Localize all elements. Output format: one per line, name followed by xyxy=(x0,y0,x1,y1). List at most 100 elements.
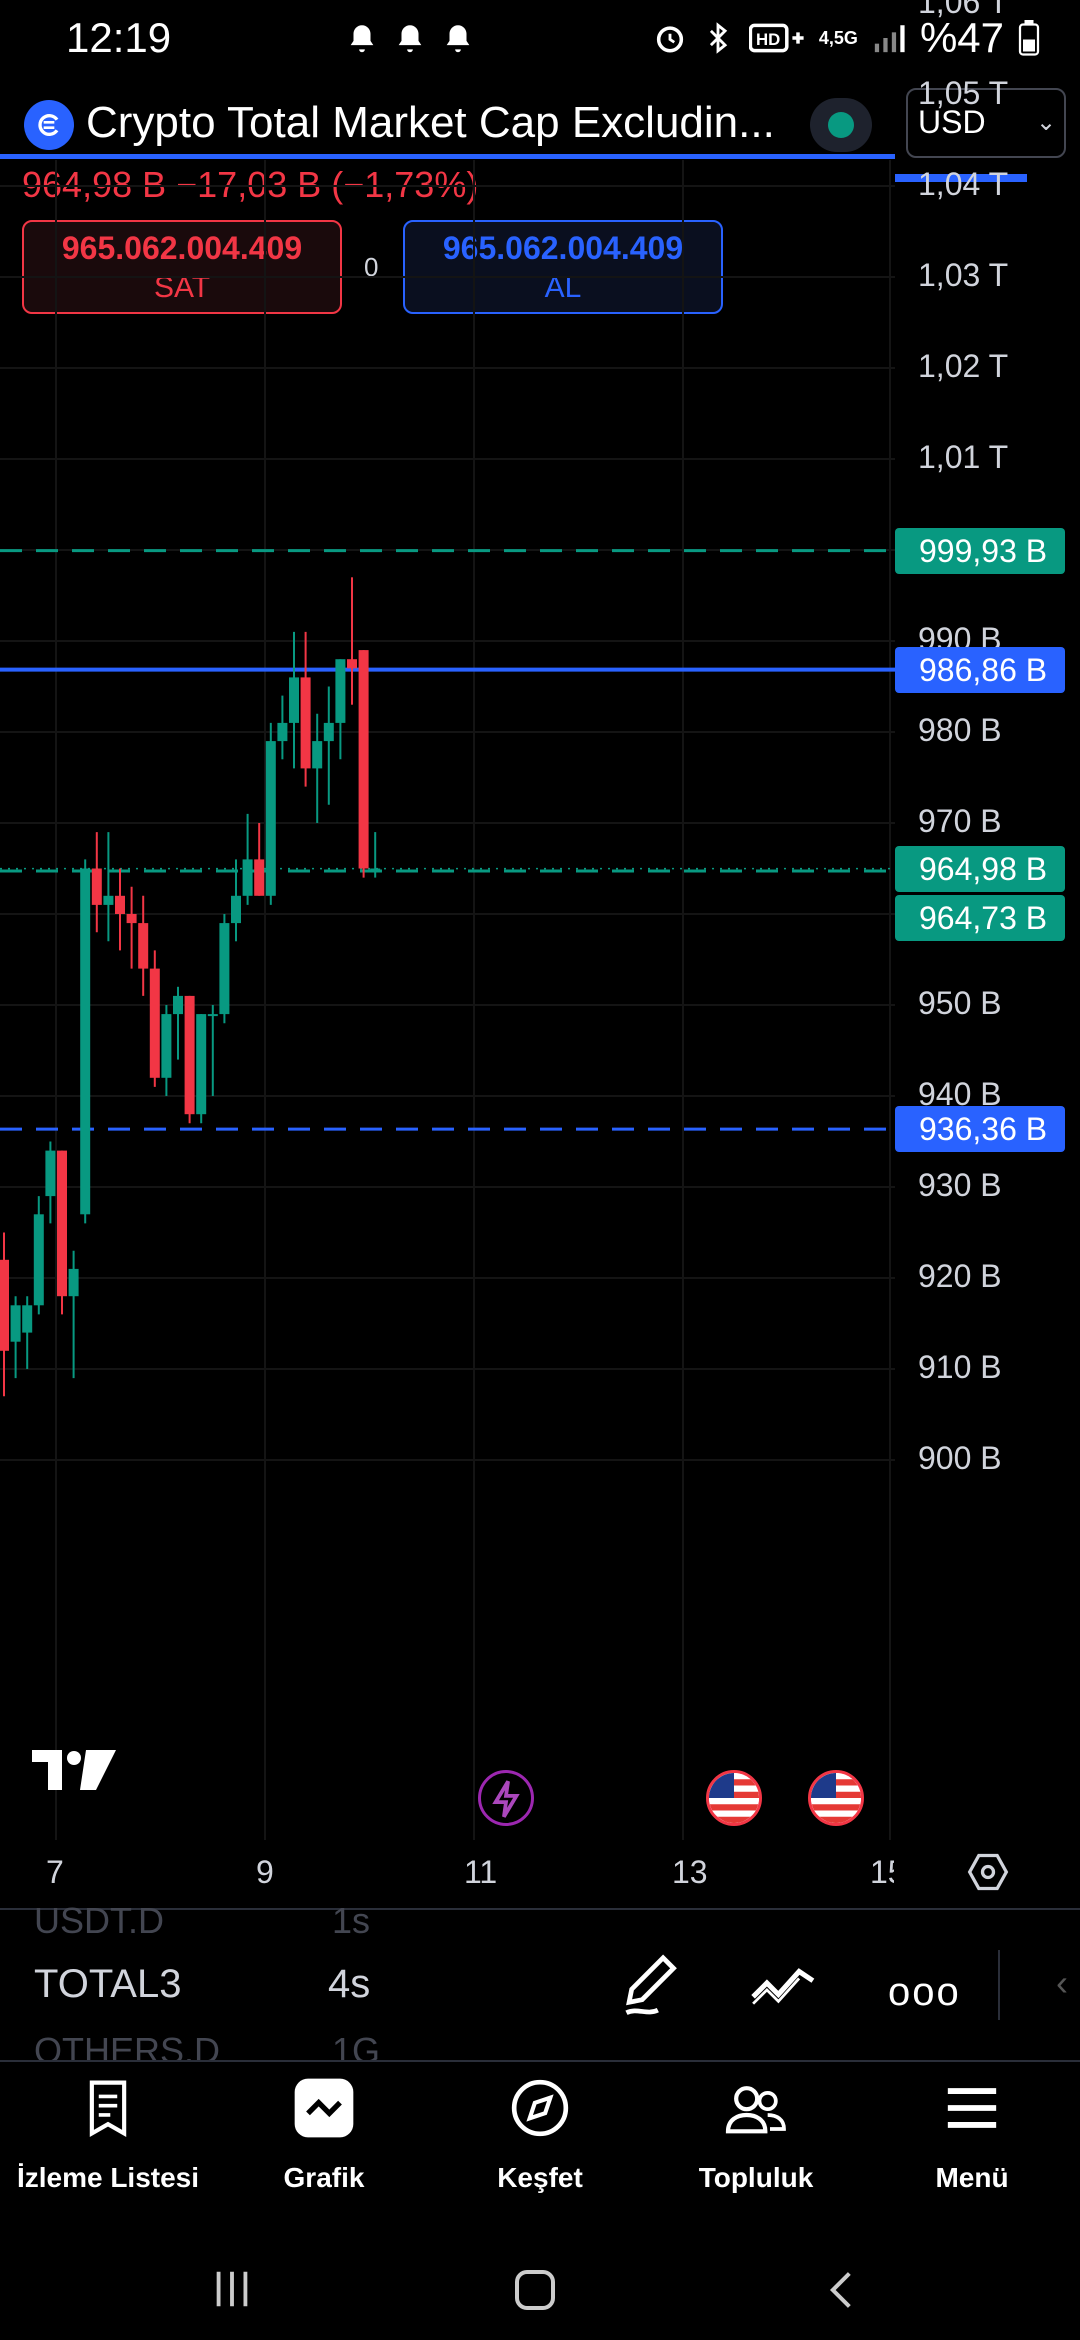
recent-apps-icon[interactable] xyxy=(208,2266,256,2312)
candle xyxy=(242,813,253,905)
symbol-current[interactable]: TOTAL3 xyxy=(34,1962,182,2006)
bell-icon xyxy=(446,25,470,53)
candle xyxy=(45,1141,56,1224)
bell-icon xyxy=(398,25,422,53)
crypto-logo-icon[interactable] xyxy=(24,100,74,150)
chart-settings-icon[interactable] xyxy=(966,1850,1010,1894)
y-tick-label: 1,03 T xyxy=(918,257,1009,293)
tab-community[interactable]: Topluluk xyxy=(648,2070,864,2194)
symbol-title[interactable]: Crypto Total Market Cap Excludin... xyxy=(86,98,775,147)
candle xyxy=(126,886,137,969)
x-tick-label: 11 xyxy=(464,1854,498,1890)
candle xyxy=(312,713,323,823)
header-underline xyxy=(0,154,895,159)
y-tick-label: 1,01 T xyxy=(918,439,1009,475)
us-flag-event-icon[interactable] xyxy=(808,1770,864,1826)
y-tick-label: 980 B xyxy=(918,712,1002,748)
more-tools-button[interactable]: ooo xyxy=(888,1970,961,2014)
symbol-prev[interactable]: USDT.D xyxy=(34,1900,165,1941)
x-tick-label: 15 xyxy=(870,1854,894,1890)
tab-explore[interactable]: Keşfet xyxy=(432,2070,648,2194)
back-icon[interactable] xyxy=(820,2266,864,2314)
candle xyxy=(68,1250,79,1379)
interval-prev[interactable]: 1s xyxy=(332,1900,371,1941)
network-label: 4,5G xyxy=(818,27,858,48)
x-tick-label: 7 xyxy=(46,1854,64,1890)
price-change: 964,98 B −17,03 B (−1,73%) xyxy=(22,164,479,205)
candle xyxy=(289,631,299,769)
alarm-icon xyxy=(656,26,684,53)
y-tick-label: 1,04 T xyxy=(918,166,1009,202)
watchlist-icon xyxy=(89,2080,127,2137)
bluetooth-icon xyxy=(709,22,728,54)
price-tag[interactable]: 936,36 B xyxy=(895,1106,1065,1153)
y-tick-label: 970 B xyxy=(918,803,1002,839)
candle xyxy=(33,1196,44,1315)
divider xyxy=(0,2060,1080,2062)
lightning-event-icon[interactable] xyxy=(478,1770,534,1826)
tab-label: Topluluk xyxy=(698,2162,814,2193)
candle xyxy=(161,1005,172,1096)
interval-current[interactable]: 4s xyxy=(328,1962,371,2006)
hd-plus-icon: HD xyxy=(748,23,804,53)
candle xyxy=(10,1296,21,1379)
tab-bar xyxy=(0,2062,1080,2212)
tab-chart[interactable]: Grafik xyxy=(216,2070,432,2194)
candle xyxy=(91,832,102,933)
candle xyxy=(0,1232,9,1397)
candle xyxy=(80,859,91,1224)
menu-icon xyxy=(947,2088,997,2128)
candle xyxy=(207,1005,218,1096)
system-nav-bar xyxy=(0,2212,1080,2340)
y-tick-label: 1,02 T xyxy=(918,348,1009,384)
tab-menu[interactable]: Menü xyxy=(864,2070,1080,2194)
home-icon[interactable] xyxy=(510,2266,560,2314)
tab-watchlist[interactable]: İzleme Listesi xyxy=(0,2070,216,2194)
tab-label: İzleme Listesi xyxy=(16,2162,200,2193)
x-tick-label: 13 xyxy=(672,1854,708,1890)
candle xyxy=(57,1150,67,1315)
price-tag[interactable]: 999,93 B xyxy=(895,527,1065,574)
sell-price: 965.062.004.409 xyxy=(61,230,303,266)
chart-grid xyxy=(0,160,895,1840)
svg-text:HD: HD xyxy=(756,30,780,49)
candle xyxy=(196,1014,207,1124)
price-lines xyxy=(0,549,895,1131)
price-tag[interactable]: 964,73 B xyxy=(895,894,1065,941)
buy-price: 965.062.004.409 xyxy=(442,230,684,266)
y-tick-label: 930 B xyxy=(918,1167,1002,1203)
candle xyxy=(184,995,195,1124)
y-tick-label: 1,06 T xyxy=(918,0,1009,20)
candle xyxy=(173,986,183,1060)
candle xyxy=(22,1296,33,1369)
y-tick-label: 1,05 T xyxy=(918,75,1009,111)
buy-button[interactable]: 965.062.004.409 AL xyxy=(403,220,723,314)
tab-label: Menü xyxy=(935,2162,1009,2193)
candles xyxy=(0,577,381,1397)
us-flag-event-icon[interactable] xyxy=(706,1770,762,1826)
candle xyxy=(138,895,149,996)
x-tick-label: 9 xyxy=(256,1854,274,1890)
candle xyxy=(115,868,125,951)
candle xyxy=(323,686,334,805)
price-tag[interactable]: 964,98 B xyxy=(895,845,1065,892)
tab-label: Keşfet xyxy=(497,2162,583,2193)
currency-select[interactable] xyxy=(906,88,1066,158)
chart-icon xyxy=(294,2078,354,2138)
chevron-down-icon: ⌄ xyxy=(1036,109,1057,136)
pencil-icon[interactable] xyxy=(618,1950,682,2018)
community-icon xyxy=(725,2086,786,2134)
signal-icon xyxy=(874,25,905,53)
divider xyxy=(0,1908,1080,1910)
y-tick-label: 910 B xyxy=(918,1349,1002,1385)
bell-icon xyxy=(350,25,374,53)
price-chart[interactable] xyxy=(0,160,895,1840)
price-tag[interactable]: 986,86 B xyxy=(895,646,1065,693)
chevron-left-icon[interactable]: ‹ xyxy=(1056,1962,1068,2003)
spread-value: 0 xyxy=(364,252,379,282)
candle xyxy=(347,577,357,705)
trend-line-icon[interactable] xyxy=(748,1960,818,2006)
candle xyxy=(149,950,160,1087)
sell-button[interactable]: 965.062.004.409 SAT xyxy=(22,220,342,314)
y-tick-label: 940 B xyxy=(918,1076,1002,1112)
